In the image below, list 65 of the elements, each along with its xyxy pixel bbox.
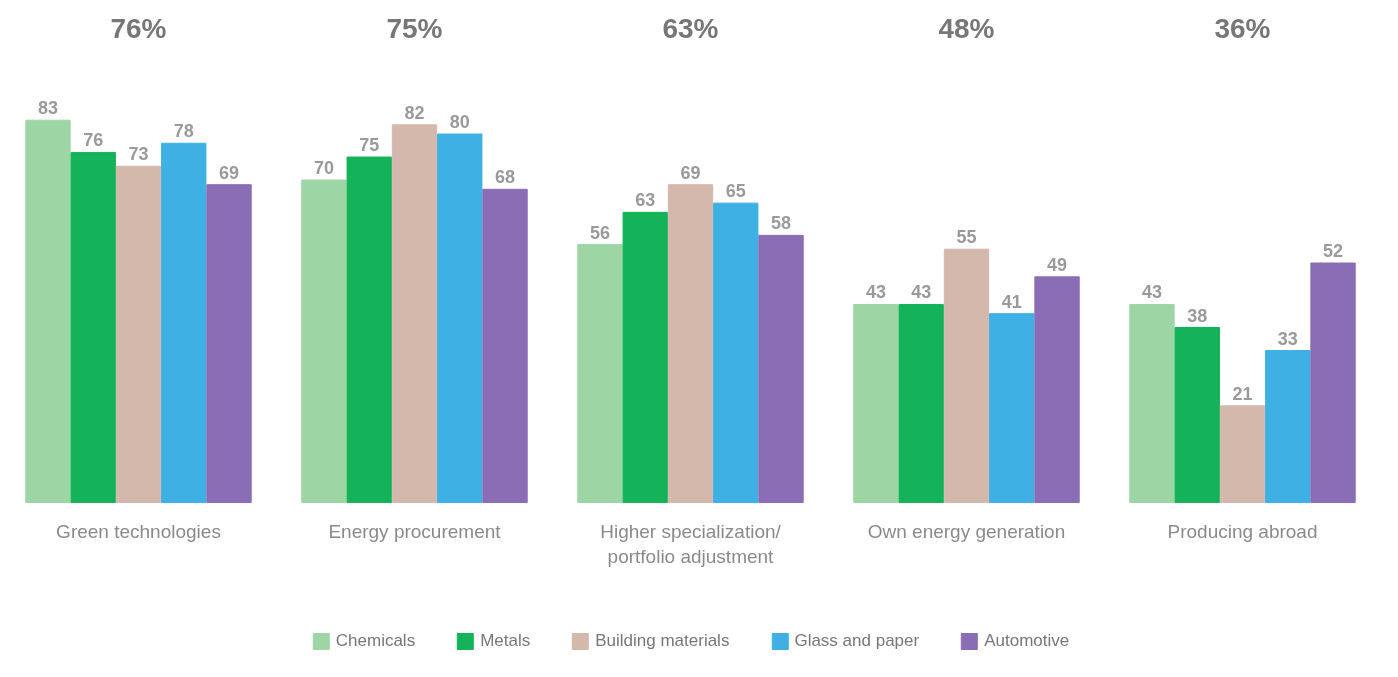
bar — [346, 156, 392, 504]
bar — [989, 313, 1035, 504]
legend-label: Automotive — [984, 631, 1070, 651]
legend-label: Building materials — [595, 631, 730, 651]
data-label: 55 — [956, 227, 977, 248]
bar — [391, 124, 438, 504]
data-label: 38 — [1187, 305, 1208, 326]
bar — [853, 303, 899, 504]
data-label: 65 — [725, 181, 746, 202]
data-label: 43 — [1141, 282, 1162, 303]
bar — [943, 248, 990, 504]
bar — [70, 151, 116, 504]
legend-label: Glass and paper — [794, 631, 920, 651]
data-label: 49 — [1047, 254, 1068, 275]
bar — [1219, 405, 1266, 504]
data-label: 58 — [771, 213, 792, 234]
data-label: 52 — [1323, 241, 1344, 262]
text: 36% — [1214, 13, 1271, 45]
bar — [758, 234, 804, 504]
bar — [577, 244, 623, 504]
data-label: 70 — [313, 158, 334, 179]
data-label: 69 — [219, 162, 240, 183]
bar — [1174, 327, 1220, 504]
data-label: 73 — [128, 144, 149, 165]
data-label: 80 — [449, 112, 470, 133]
data-label: 76 — [83, 130, 104, 151]
x-tick-label: Producing abroad — [1167, 520, 1318, 542]
x-tick-label: Energy procurement — [328, 520, 502, 542]
data-label: 56 — [589, 222, 610, 243]
bar — [1310, 262, 1356, 504]
data-label: 33 — [1277, 328, 1298, 349]
bar — [1034, 276, 1080, 504]
bar — [667, 184, 714, 504]
data-label: 83 — [37, 98, 58, 119]
bar — [161, 142, 207, 504]
text: 63% — [662, 13, 719, 45]
bar — [898, 303, 944, 504]
bar — [25, 119, 71, 504]
legend-label: Chemicals — [335, 631, 416, 651]
x-tick-label: Green technologies — [56, 520, 221, 542]
data-label: 78 — [173, 121, 194, 142]
bar — [115, 165, 162, 504]
text: 75% — [386, 13, 443, 45]
bar — [1129, 303, 1175, 504]
bar — [482, 188, 528, 504]
data-label: 68 — [495, 167, 516, 188]
bar — [622, 211, 668, 504]
x-tick-label: Higher specialization/ portfolio adjustment — [600, 520, 782, 567]
bar — [1265, 350, 1311, 504]
bar — [206, 184, 252, 504]
data-label: 82 — [404, 102, 425, 123]
data-label: 21 — [1232, 383, 1253, 404]
x-tick-label: Own energy generation — [867, 520, 1066, 542]
bar — [437, 133, 483, 504]
data-label: 43 — [865, 282, 886, 303]
text: 76% — [110, 13, 167, 45]
bar — [713, 202, 759, 504]
data-label: 69 — [680, 162, 701, 183]
data-label: 43 — [911, 282, 932, 303]
legend-label: Metals — [480, 631, 531, 651]
text: 48% — [938, 13, 995, 45]
data-label: 75 — [359, 135, 380, 156]
bar — [301, 179, 347, 504]
data-label: 41 — [1001, 291, 1022, 312]
data-label: 63 — [635, 190, 656, 211]
